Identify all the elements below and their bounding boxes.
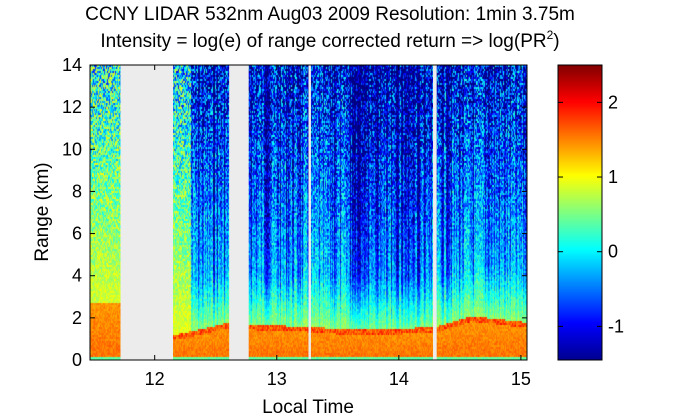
- x-tick-label: 15: [511, 369, 531, 389]
- colorbar-tick-label: -1: [608, 316, 624, 336]
- heatmap-plot: [90, 65, 527, 360]
- y-tick-label: 0: [72, 350, 82, 370]
- plot-frame: [89, 64, 528, 361]
- y-tick-label: 14: [62, 55, 82, 75]
- y-tick-label: 4: [72, 266, 82, 286]
- no-data-gap: [120, 65, 174, 360]
- y-axis-label: Range (km): [32, 162, 53, 261]
- colorbar-frame: [557, 64, 603, 361]
- subtitle-prefix: Intensity = log(e) of range corrected re…: [100, 31, 546, 52]
- subtitle-superscript: 2: [547, 28, 554, 42]
- x-axis: 12 13 14 15: [145, 65, 531, 389]
- colorbar-tick-label: 2: [608, 92, 618, 112]
- no-data-gap: [229, 65, 249, 360]
- colorbar: [558, 65, 602, 360]
- x-tick-label: 14: [389, 369, 409, 389]
- y-axis: 0 2 4 6 8 10 12 14: [62, 55, 527, 370]
- y-tick-label: 6: [72, 224, 82, 244]
- colorbar-tick-label: 1: [608, 167, 618, 187]
- colorbar-axis: 2 1 0 -1: [558, 92, 624, 336]
- y-tick-label: 10: [62, 139, 82, 159]
- chart-subtitle: Intensity = log(e) of range corrected re…: [100, 28, 559, 52]
- x-tick-label: 12: [145, 369, 165, 389]
- x-tick-label: 13: [267, 369, 287, 389]
- y-tick-label: 8: [72, 181, 82, 201]
- chart-title: CCNY LIDAR 532nm Aug03 2009 Resolution: …: [85, 4, 575, 25]
- subtitle-suffix: ): [553, 31, 559, 52]
- no-data-gap: [308, 65, 311, 360]
- x-axis-label: Local Time: [262, 397, 354, 418]
- y-tick-label: 12: [62, 97, 82, 117]
- y-tick-label: 2: [72, 308, 82, 328]
- no-data-gap: [433, 65, 437, 360]
- colorbar-tick-label: 0: [608, 242, 618, 262]
